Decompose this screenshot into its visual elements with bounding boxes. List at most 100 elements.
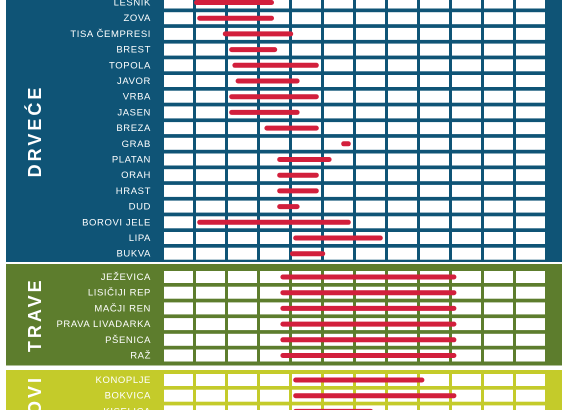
row-label: RAŽ (130, 351, 151, 362)
grid-cell (324, 0, 353, 9)
grid-cell (516, 184, 545, 197)
grid-cell (516, 333, 545, 346)
grid-cell (516, 247, 545, 260)
grid-cell (164, 216, 193, 229)
row-label: JAVOR (117, 76, 151, 87)
grid-cell (356, 169, 385, 182)
group-0: DRVEĆE LESNIK ZOVA TISA ČEMPRESI BREST TOPOLA… (6, 0, 562, 262)
grid-cell (324, 106, 353, 119)
group-title: DRVEĆE (24, 85, 45, 178)
season-bar (222, 31, 294, 37)
grid-cell (164, 0, 193, 9)
grid-cell (356, 153, 385, 166)
grid-cell (484, 349, 513, 362)
grid-cell (516, 374, 545, 386)
grid-cell (196, 232, 225, 244)
grid-cell (228, 169, 257, 182)
season-bar (341, 141, 351, 147)
grid-cell (452, 374, 481, 386)
grid-cell (452, 333, 481, 346)
grid-cell (452, 318, 481, 331)
row-label: TOPOLA (109, 60, 151, 71)
grid-cell (388, 27, 417, 40)
row-label: VRBA (123, 92, 151, 103)
row-label: PLATAN (112, 155, 151, 166)
grid-cell (516, 271, 545, 283)
table-row: BREST (116, 43, 545, 56)
table-row: GRAB (122, 137, 545, 150)
table-row: VRBA (123, 90, 545, 103)
grid-cell (292, 200, 321, 213)
grid-cell (516, 318, 545, 331)
grid-cell (228, 389, 257, 402)
grid-cell (228, 200, 257, 213)
grid-cell (164, 59, 193, 72)
grid-cell (356, 106, 385, 119)
grid-cell (388, 75, 417, 87)
grid-cell (260, 271, 289, 283)
grid-cell (228, 137, 257, 150)
grid-cell (484, 0, 513, 9)
grid-cell (228, 374, 257, 386)
grid-cell (292, 12, 321, 25)
grid-cell (324, 247, 353, 260)
grid-cell (420, 122, 449, 135)
grid-cell (324, 27, 353, 40)
grid-cell (420, 106, 449, 119)
grid-cell (324, 169, 353, 182)
grid-cell (452, 12, 481, 25)
grid-cell (164, 43, 193, 56)
grid-cell (516, 43, 545, 56)
table-row: PLATAN (112, 153, 545, 166)
season-bar (232, 62, 319, 68)
grid-cell (164, 405, 193, 410)
grid-cell (196, 405, 225, 410)
row-label: GRAB (122, 139, 151, 150)
grid-cell (420, 153, 449, 166)
row-label: TISA ČEMPRESI (70, 29, 151, 40)
grid-cell (516, 106, 545, 119)
row-label: PŠENICA (105, 335, 151, 346)
grid-cell (484, 184, 513, 197)
grid-cell (516, 286, 545, 299)
grid-cell (484, 318, 513, 331)
grid-cell (420, 184, 449, 197)
grid-cell (452, 200, 481, 213)
grid-cell (516, 200, 545, 213)
grid-cell (164, 106, 193, 119)
grid-cell (324, 90, 353, 103)
grid-cell (356, 75, 385, 87)
table-row: LIPA (129, 232, 545, 244)
grid-cell (356, 90, 385, 103)
grid-cell (260, 405, 289, 410)
grid-cell (388, 232, 417, 244)
grid-cell (452, 75, 481, 87)
grid-cell (196, 153, 225, 166)
row-label: ORAH (121, 170, 151, 181)
grid-cell (484, 75, 513, 87)
grid-cell (324, 405, 353, 410)
grid-cell (452, 90, 481, 103)
grid-cell (196, 122, 225, 135)
grid-cell (452, 106, 481, 119)
grid-cell (484, 137, 513, 150)
grid-cell (164, 200, 193, 213)
table-row: BOKVICA (105, 389, 545, 402)
table-row: JASEN (117, 106, 545, 118)
season-bar (197, 219, 351, 225)
grid-cell (292, 75, 321, 87)
grid-cell (516, 90, 545, 103)
grid-cell (420, 232, 449, 244)
grid-cell (452, 169, 481, 182)
grid-cell (484, 27, 513, 40)
grid-cell (356, 200, 385, 213)
grid-cell (164, 349, 193, 362)
grid-cell (164, 137, 193, 150)
grid-cell (260, 302, 289, 315)
grid-cell (452, 153, 481, 166)
grid-cell (484, 271, 513, 283)
table-row: LESNIK (114, 0, 545, 9)
row-label: JASEN (117, 107, 151, 118)
grid-cell (196, 302, 225, 315)
grid-cell (452, 302, 481, 315)
